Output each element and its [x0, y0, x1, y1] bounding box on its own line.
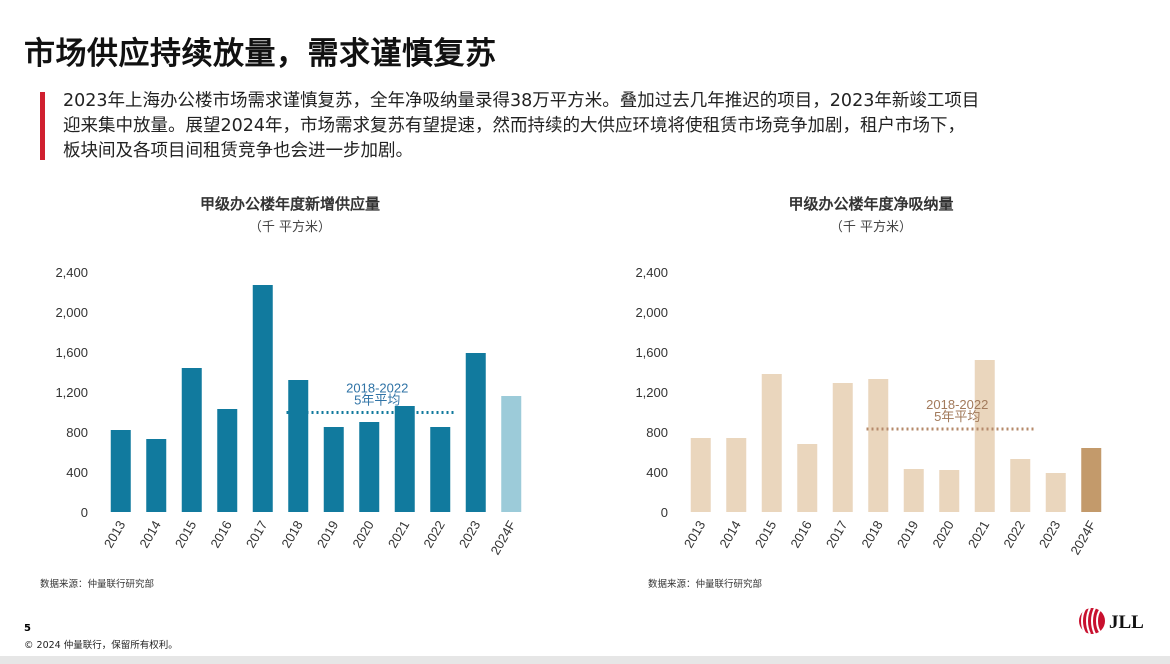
y-tick-label: 800: [646, 425, 668, 440]
average-label-range: 2018-2022: [926, 397, 988, 412]
x-tick-label: 2019: [894, 518, 921, 551]
bar-2017: [252, 285, 273, 512]
bar-2013: [110, 430, 131, 512]
bar-2015: [181, 368, 202, 512]
bar-2019: [903, 469, 924, 512]
absorption-bar-chart: 0 400 800 1,200 1,600 2,000 2,400 2013 2014 2015 2…: [635, 265, 1102, 557]
intro-text: 2023年上海办公楼市场需求谨慎复苏，全年净吸纳量录得38万平方米。叠加过去几年…: [63, 89, 1093, 164]
bar-2020: [939, 470, 960, 512]
average-label-text: 5年平均: [934, 409, 980, 424]
absorption-chart-subtitle: （千 平方米）: [829, 220, 913, 235]
y-tick-label: 0: [661, 505, 668, 520]
bar-2016: [217, 409, 238, 512]
x-tick-label: 2015: [172, 518, 199, 551]
x-tick-label: 2024F: [1067, 518, 1098, 557]
bar-2018: [868, 379, 889, 512]
y-tick-label: 2,400: [635, 265, 668, 280]
bar-2021: [394, 406, 415, 512]
bar-2014: [726, 438, 747, 512]
bar-2021: [974, 360, 995, 512]
x-tick-label: 2021: [965, 518, 992, 551]
x-tick-label: 2023: [456, 518, 483, 551]
page-number: 5: [24, 623, 31, 634]
x-tick-label: 2018: [278, 518, 305, 551]
average-label-range: 2018-2022: [346, 381, 408, 396]
x-tick-label: 2015: [752, 518, 779, 551]
absorption-chart-title: 甲级办公楼年度净吸纳量: [788, 195, 954, 213]
x-tick-label: 2020: [929, 518, 956, 551]
x-tick-label: 2014: [136, 518, 163, 551]
bar-2024F: [501, 396, 522, 512]
x-tick-label: 2017: [243, 518, 270, 551]
bar-2023: [1045, 473, 1066, 512]
average-label-text: 5年平均: [354, 393, 400, 408]
intro-accent-bar: [40, 92, 45, 160]
y-tick-label: 1,200: [55, 385, 88, 400]
jll-logo-mark-icon: [1079, 607, 1105, 635]
y-tick-label: 0: [81, 505, 88, 520]
absorption-source-note: 数据来源：仲量联行研究部: [648, 579, 763, 590]
bar-2023: [465, 353, 486, 512]
y-tick-label: 2,000: [635, 305, 668, 320]
supply-chart-subtitle: （千 平方米）: [248, 220, 332, 235]
page-title: 市场供应持续放量，需求谨慎复苏: [24, 36, 497, 72]
bar-2015: [761, 374, 782, 512]
y-tick-label: 2,400: [55, 265, 88, 280]
x-tick-label: 2022: [420, 518, 447, 551]
bar-2024F: [1081, 448, 1102, 512]
bar-2013: [690, 438, 711, 512]
x-tick-label: 2013: [101, 518, 128, 551]
y-tick-label: 400: [66, 465, 88, 480]
x-tick-label: 2021: [385, 518, 412, 551]
bar-2022: [1010, 459, 1031, 512]
y-tick-label: 1,600: [635, 345, 668, 360]
intro-line: 2023年上海办公楼市场需求谨慎复苏，全年净吸纳量录得38万平方米。叠加过去几年…: [63, 91, 980, 111]
y-tick-label: 1,600: [55, 345, 88, 360]
y-tick-label: 1,200: [635, 385, 668, 400]
supply-chart-title: 甲级办公楼年度新增供应量: [199, 195, 380, 213]
bar-2019: [323, 427, 344, 512]
bar-2016: [797, 444, 818, 512]
x-tick-label: 2018: [858, 518, 885, 551]
supply-bar-chart: 0 400 800 1,200 1,600 2,000 2,400 2013 2014 2015 2…: [55, 265, 522, 557]
x-tick-label: 2024F: [487, 518, 518, 557]
x-tick-label: 2017: [823, 518, 850, 551]
copyright-text: © 2024 仲量联行，保留所有权利。: [24, 640, 178, 651]
x-tick-label: 2013: [681, 518, 708, 551]
intro-line: 板块间及各项目间租赁竞争也会进一步加剧。: [63, 141, 413, 161]
x-tick-label: 2019: [314, 518, 341, 551]
bar-2020: [359, 422, 380, 512]
bar-2018: [288, 380, 309, 512]
x-tick-label: 2022: [1000, 518, 1027, 551]
y-tick-label: 2,000: [55, 305, 88, 320]
x-tick-label: 2023: [1036, 518, 1063, 551]
x-tick-label: 2016: [207, 518, 234, 551]
logo-text: JLL: [1109, 612, 1144, 633]
jll-logo: JLL: [1079, 607, 1144, 635]
bar-2022: [430, 427, 451, 512]
y-tick-label: 400: [646, 465, 668, 480]
intro-line: 迎来集中放量。展望2024年，市场需求复苏有望提速，然而持续的大供应环境将使租赁…: [63, 116, 966, 136]
x-tick-label: 2020: [349, 518, 376, 551]
bottom-bar: [0, 656, 1170, 664]
y-tick-label: 800: [66, 425, 88, 440]
supply-source-note: 数据来源：仲量联行研究部: [40, 579, 155, 590]
bar-2014: [146, 439, 167, 512]
bar-2017: [832, 383, 853, 512]
x-tick-label: 2014: [716, 518, 743, 551]
x-tick-label: 2016: [787, 518, 814, 551]
